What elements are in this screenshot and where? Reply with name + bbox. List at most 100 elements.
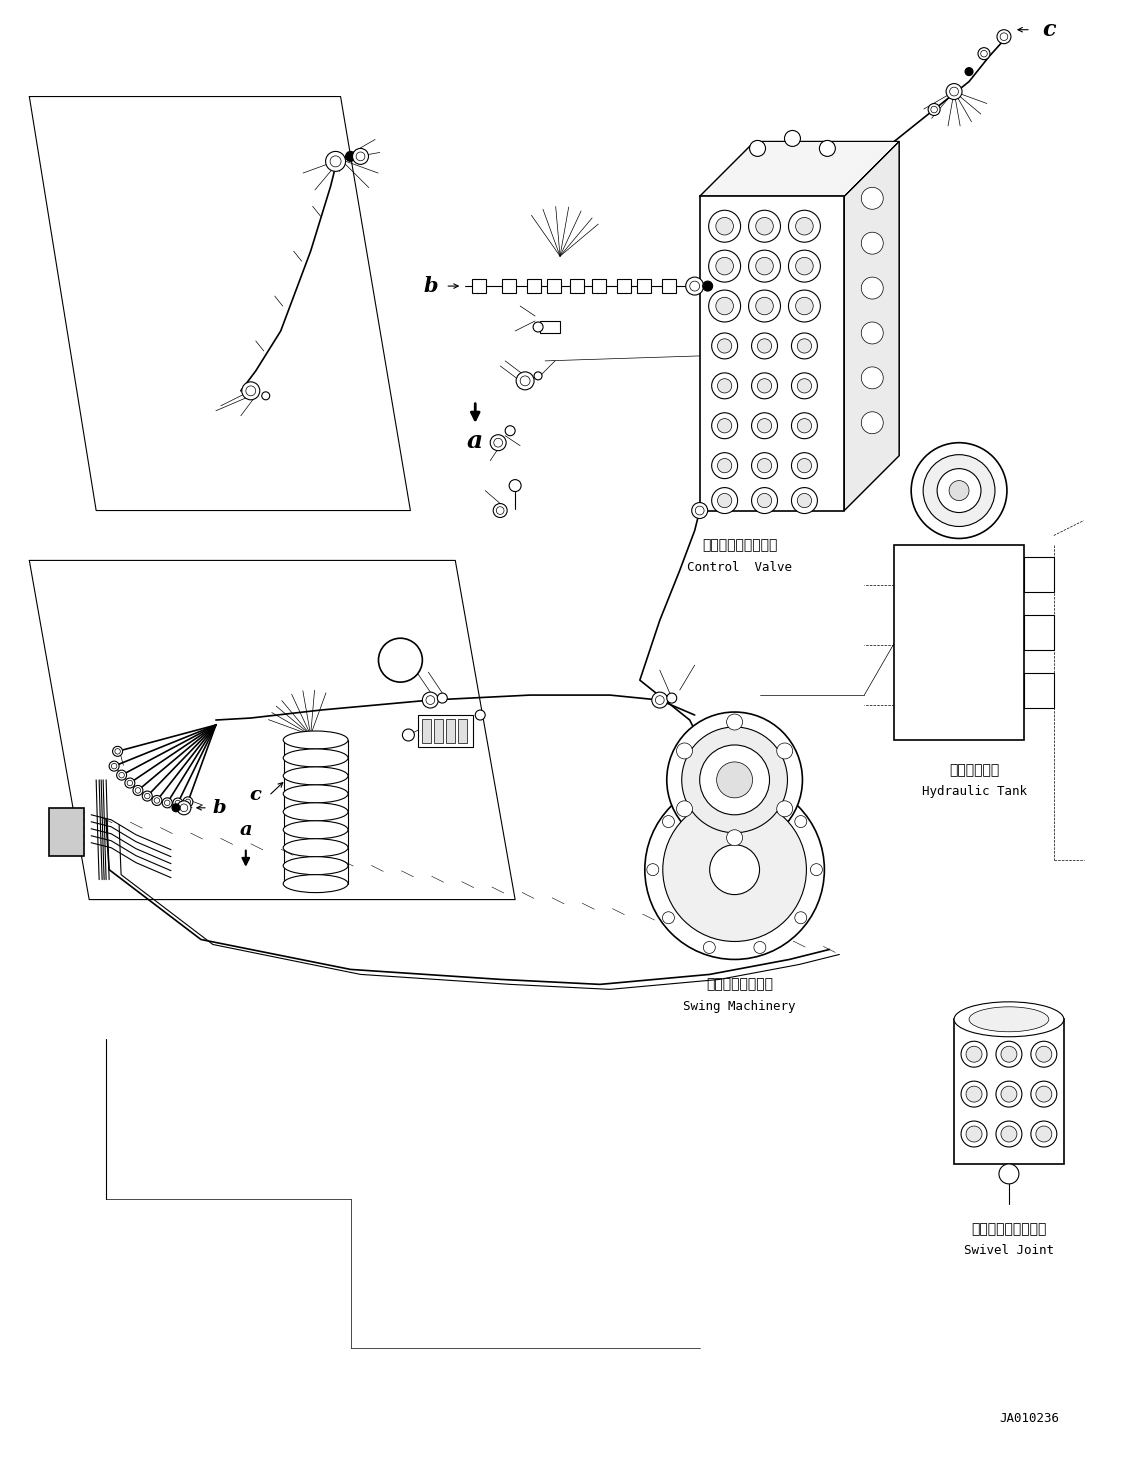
Circle shape bbox=[703, 282, 712, 291]
Circle shape bbox=[789, 250, 821, 282]
Circle shape bbox=[796, 298, 813, 315]
Circle shape bbox=[330, 156, 341, 166]
Circle shape bbox=[652, 692, 668, 708]
Circle shape bbox=[154, 797, 160, 803]
Circle shape bbox=[789, 291, 821, 323]
Bar bbox=[458, 718, 467, 743]
Bar bbox=[502, 279, 517, 293]
Circle shape bbox=[750, 140, 766, 156]
Circle shape bbox=[727, 829, 743, 845]
Circle shape bbox=[663, 911, 674, 924]
Circle shape bbox=[961, 1041, 988, 1067]
Circle shape bbox=[862, 277, 884, 299]
Circle shape bbox=[758, 458, 772, 473]
Bar bbox=[1024, 615, 1054, 650]
Circle shape bbox=[326, 152, 345, 171]
Bar bbox=[423, 718, 431, 743]
Bar bbox=[418, 715, 473, 748]
Bar bbox=[617, 279, 631, 293]
Circle shape bbox=[692, 502, 708, 518]
Circle shape bbox=[663, 797, 807, 942]
Circle shape bbox=[924, 454, 994, 527]
Circle shape bbox=[798, 378, 812, 393]
Circle shape bbox=[796, 257, 813, 274]
Circle shape bbox=[752, 413, 777, 438]
Circle shape bbox=[695, 507, 704, 515]
Bar bbox=[547, 279, 561, 293]
Circle shape bbox=[966, 1126, 982, 1142]
Circle shape bbox=[862, 232, 884, 254]
Circle shape bbox=[533, 323, 543, 331]
Circle shape bbox=[1031, 1082, 1057, 1107]
Circle shape bbox=[981, 50, 988, 57]
Circle shape bbox=[946, 83, 962, 99]
Circle shape bbox=[117, 769, 127, 780]
Circle shape bbox=[647, 864, 658, 876]
Circle shape bbox=[810, 864, 823, 876]
Circle shape bbox=[862, 366, 884, 388]
Text: Control  Valve: Control Valve bbox=[687, 561, 792, 574]
Circle shape bbox=[712, 453, 737, 479]
Circle shape bbox=[937, 469, 981, 512]
Bar bbox=[894, 546, 1024, 740]
Circle shape bbox=[165, 800, 170, 806]
Text: Hydraulic Tank: Hydraulic Tank bbox=[921, 785, 1026, 799]
Text: スイベルジョイント: スイベルジョイント bbox=[972, 1222, 1047, 1235]
Ellipse shape bbox=[283, 766, 349, 785]
Circle shape bbox=[717, 762, 752, 797]
Circle shape bbox=[426, 695, 434, 705]
Text: c: c bbox=[1042, 19, 1056, 41]
Circle shape bbox=[114, 749, 120, 755]
Circle shape bbox=[930, 107, 937, 112]
Circle shape bbox=[520, 375, 530, 385]
Circle shape bbox=[677, 802, 693, 816]
Circle shape bbox=[777, 802, 793, 816]
Circle shape bbox=[928, 104, 940, 115]
Circle shape bbox=[961, 1121, 988, 1148]
Circle shape bbox=[716, 218, 734, 235]
Polygon shape bbox=[700, 142, 900, 196]
Bar bbox=[446, 718, 455, 743]
Circle shape bbox=[949, 480, 969, 501]
Circle shape bbox=[681, 727, 788, 832]
Circle shape bbox=[716, 298, 734, 315]
Circle shape bbox=[820, 140, 836, 156]
Circle shape bbox=[1001, 1126, 1017, 1142]
Circle shape bbox=[1031, 1121, 1057, 1148]
Circle shape bbox=[712, 413, 737, 438]
Circle shape bbox=[718, 378, 732, 393]
Circle shape bbox=[756, 298, 774, 315]
Circle shape bbox=[119, 772, 125, 778]
Circle shape bbox=[712, 488, 737, 514]
Circle shape bbox=[242, 383, 259, 400]
Circle shape bbox=[490, 435, 506, 451]
Circle shape bbox=[798, 339, 812, 353]
Text: スイングマシナリ: スイングマシナリ bbox=[706, 977, 773, 991]
Circle shape bbox=[378, 638, 423, 682]
Circle shape bbox=[791, 413, 817, 438]
Circle shape bbox=[645, 780, 824, 959]
Circle shape bbox=[111, 764, 117, 769]
Circle shape bbox=[262, 391, 270, 400]
Circle shape bbox=[357, 152, 365, 161]
Circle shape bbox=[996, 1121, 1022, 1148]
Circle shape bbox=[752, 453, 777, 479]
Circle shape bbox=[496, 507, 504, 514]
Text: JA010236: JA010236 bbox=[999, 1412, 1058, 1425]
Circle shape bbox=[784, 130, 800, 146]
Circle shape bbox=[352, 149, 368, 165]
Circle shape bbox=[996, 1041, 1022, 1067]
Bar bbox=[49, 807, 85, 856]
Circle shape bbox=[996, 1082, 1022, 1107]
Circle shape bbox=[950, 88, 959, 96]
Circle shape bbox=[162, 797, 173, 807]
Circle shape bbox=[142, 791, 152, 802]
Circle shape bbox=[718, 458, 732, 473]
Circle shape bbox=[758, 339, 772, 353]
Ellipse shape bbox=[283, 838, 349, 857]
Circle shape bbox=[171, 804, 179, 812]
Circle shape bbox=[703, 785, 716, 797]
Circle shape bbox=[798, 458, 812, 473]
Circle shape bbox=[1001, 1047, 1017, 1063]
Circle shape bbox=[754, 942, 766, 953]
